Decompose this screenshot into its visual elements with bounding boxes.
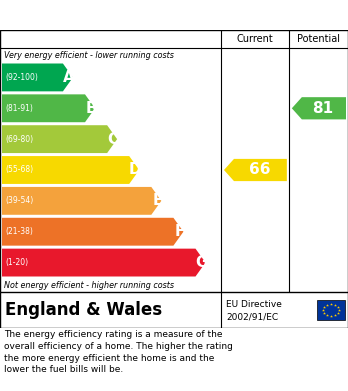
Text: Very energy efficient - lower running costs: Very energy efficient - lower running co…: [4, 50, 174, 59]
Text: F: F: [174, 224, 184, 239]
Text: (39-54): (39-54): [5, 196, 33, 205]
Text: 81: 81: [313, 101, 333, 116]
Text: 66: 66: [249, 163, 270, 178]
Text: (69-80): (69-80): [5, 135, 33, 143]
Text: B: B: [85, 101, 97, 116]
Text: England & Wales: England & Wales: [5, 301, 162, 319]
Text: Potential: Potential: [297, 34, 340, 44]
Text: EU Directive: EU Directive: [226, 300, 282, 309]
Text: The energy efficiency rating is a measure of the
overall efficiency of a home. T: The energy efficiency rating is a measur…: [4, 330, 233, 375]
Text: C: C: [108, 132, 119, 147]
Text: (92-100): (92-100): [5, 73, 38, 82]
Bar: [317, 300, 345, 320]
Polygon shape: [2, 63, 73, 91]
Text: E: E: [152, 194, 163, 208]
Text: (81-91): (81-91): [5, 104, 33, 113]
Polygon shape: [2, 156, 139, 184]
Polygon shape: [2, 125, 117, 153]
Text: (21-38): (21-38): [5, 227, 33, 236]
Text: Not energy efficient - higher running costs: Not energy efficient - higher running co…: [4, 280, 174, 289]
Polygon shape: [292, 97, 346, 119]
Polygon shape: [2, 249, 206, 276]
Text: D: D: [129, 163, 142, 178]
Polygon shape: [224, 159, 287, 181]
Polygon shape: [2, 187, 161, 215]
Text: A: A: [63, 70, 75, 85]
Text: 2002/91/EC: 2002/91/EC: [226, 313, 278, 322]
Text: (1-20): (1-20): [5, 258, 28, 267]
Polygon shape: [2, 94, 95, 122]
Text: (55-68): (55-68): [5, 165, 33, 174]
Text: Current: Current: [237, 34, 273, 44]
Polygon shape: [2, 218, 183, 246]
Text: G: G: [195, 255, 208, 270]
Text: Energy Efficiency Rating: Energy Efficiency Rating: [9, 7, 219, 23]
